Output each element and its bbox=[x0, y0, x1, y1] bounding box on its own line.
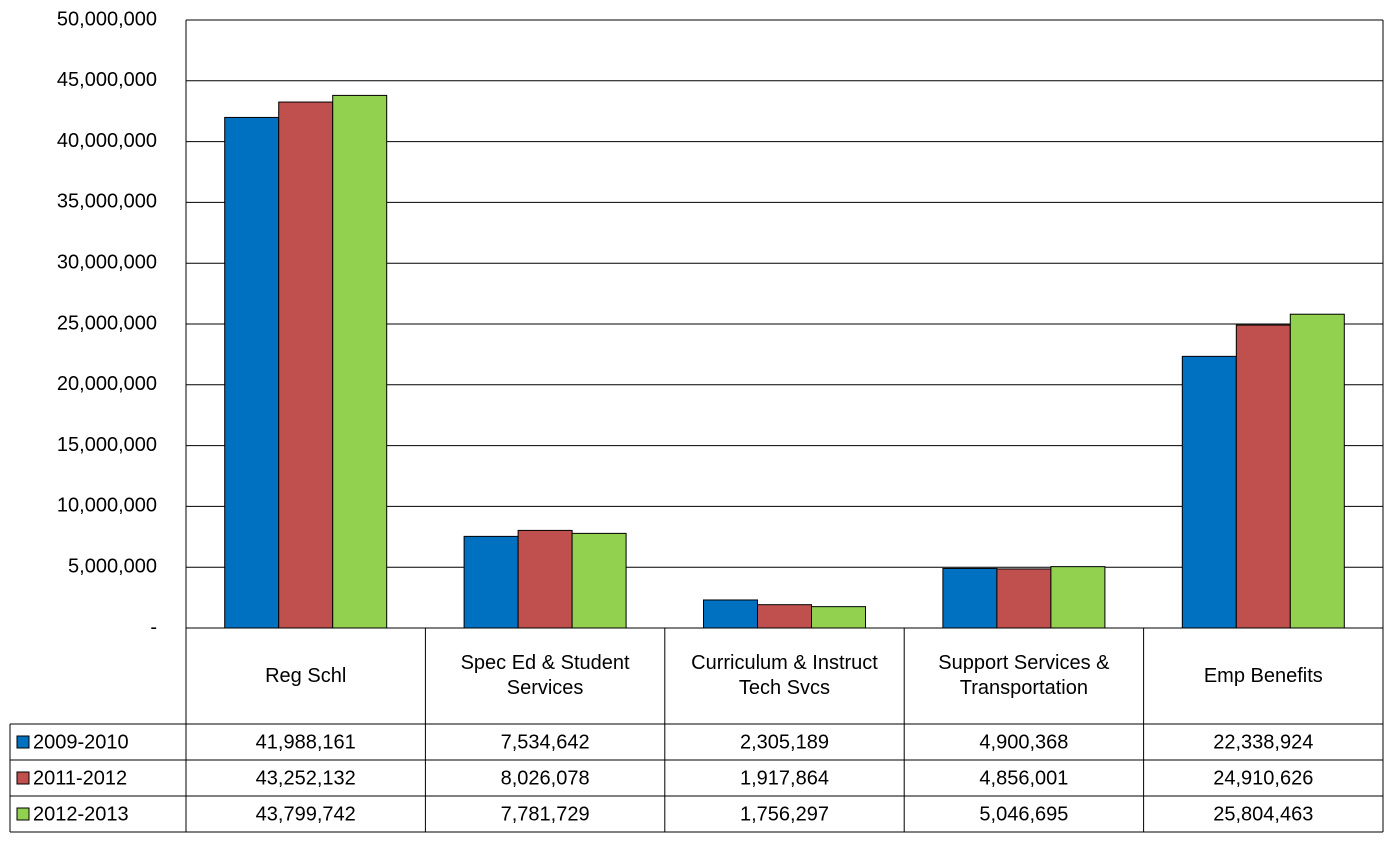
table-value: 43,252,132 bbox=[256, 767, 356, 789]
x-tick-label: Curriculum & Instruct Tech Svcs bbox=[691, 652, 878, 699]
x-tick-label: Reg Schl bbox=[265, 664, 347, 687]
bar bbox=[811, 606, 866, 629]
y-tick-label: - bbox=[150, 616, 157, 638]
y-tick-label: 40,000,000 bbox=[57, 130, 157, 152]
bar bbox=[1050, 566, 1106, 629]
category-cell: Support Services & Transportation bbox=[938, 652, 1110, 699]
y-tick-label: 20,000,000 bbox=[57, 373, 157, 395]
x-tick-label: Spec Ed & Student Services bbox=[460, 652, 630, 699]
bar bbox=[1235, 324, 1291, 629]
bar bbox=[757, 604, 812, 629]
category-cell: Spec Ed & Student Services bbox=[460, 652, 630, 699]
legend-label: 2009-2010 bbox=[33, 731, 129, 753]
table-value: 2,305,189 bbox=[740, 731, 829, 753]
table-value: 8,026,078 bbox=[501, 767, 590, 789]
bar bbox=[703, 599, 758, 629]
bar bbox=[517, 529, 573, 629]
table-value: 1,917,864 bbox=[740, 767, 829, 789]
category-cell: Reg Schl bbox=[265, 664, 347, 687]
y-tick-label: 15,000,000 bbox=[57, 434, 157, 456]
legend-swatch bbox=[16, 807, 30, 821]
y-tick-label: 35,000,000 bbox=[57, 191, 157, 213]
y-tick-label: 50,000,000 bbox=[57, 8, 157, 30]
x-tick-label: Support Services & Transportation bbox=[938, 652, 1110, 699]
table-value: 5,046,695 bbox=[979, 803, 1068, 825]
bar bbox=[224, 116, 280, 629]
bar bbox=[278, 101, 334, 629]
y-tick-label: 30,000,000 bbox=[57, 251, 157, 273]
bar bbox=[942, 567, 998, 629]
bar bbox=[332, 94, 388, 629]
y-tick-label: 5,000,000 bbox=[68, 555, 157, 577]
table-value: 7,534,642 bbox=[501, 731, 590, 753]
bar bbox=[996, 568, 1052, 629]
table-value: 25,804,463 bbox=[1213, 803, 1313, 825]
table-value: 24,910,626 bbox=[1213, 767, 1313, 789]
bar bbox=[571, 532, 627, 629]
x-tick-label: Emp Benefits bbox=[1203, 664, 1323, 687]
bar bbox=[1181, 355, 1237, 629]
y-tick-label: 25,000,000 bbox=[57, 312, 157, 334]
table-value: 4,900,368 bbox=[979, 731, 1068, 753]
category-cell: Emp Benefits bbox=[1203, 664, 1323, 687]
bar bbox=[1289, 313, 1345, 629]
legend-label: 2012-2013 bbox=[33, 803, 129, 825]
category-cell: Curriculum & Instruct Tech Svcs bbox=[691, 652, 878, 699]
legend-swatch bbox=[16, 771, 30, 785]
table-value: 4,856,001 bbox=[979, 767, 1068, 789]
bar bbox=[463, 535, 519, 629]
table-value: 22,338,924 bbox=[1213, 731, 1313, 753]
table-value: 41,988,161 bbox=[256, 731, 356, 753]
table-value: 1,756,297 bbox=[740, 803, 829, 825]
legend-label: 2011-2012 bbox=[33, 767, 127, 789]
y-tick-label: 10,000,000 bbox=[57, 495, 157, 517]
y-tick-label: 45,000,000 bbox=[57, 69, 157, 91]
table-value: 7,781,729 bbox=[501, 803, 590, 825]
table-value: 43,799,742 bbox=[256, 803, 356, 825]
legend-swatch bbox=[16, 735, 30, 749]
